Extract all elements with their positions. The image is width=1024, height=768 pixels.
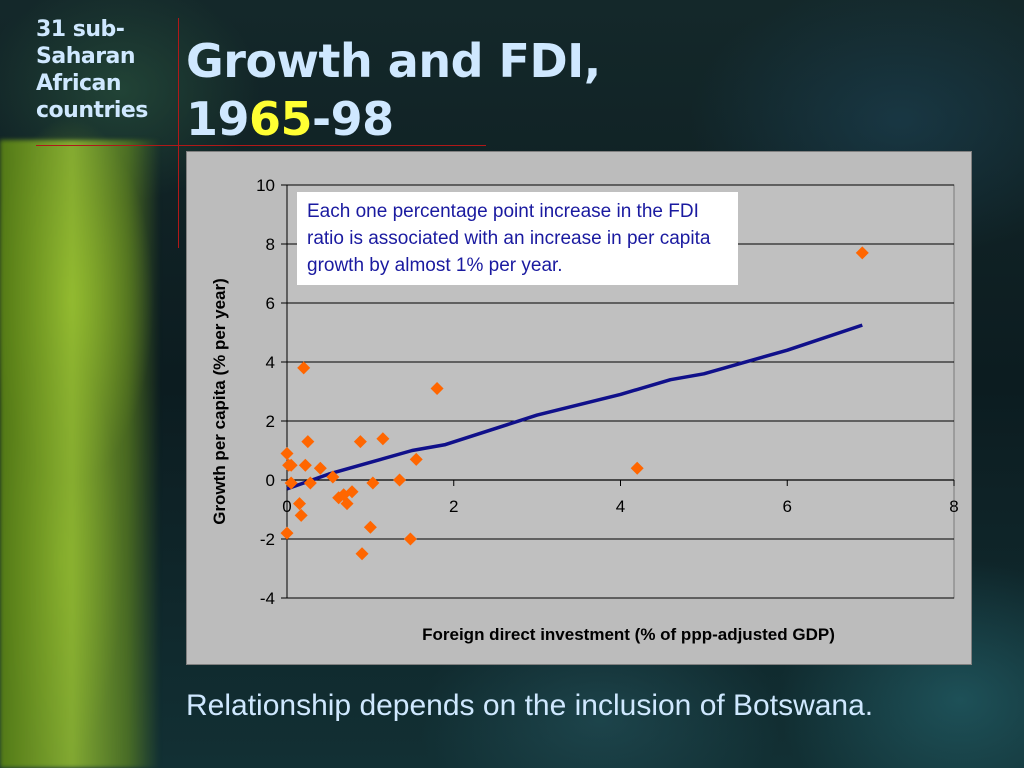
data-point xyxy=(366,476,380,490)
data-point xyxy=(298,458,312,472)
x-tick-label: 6 xyxy=(783,497,792,516)
x-tick-label: 2 xyxy=(449,497,458,516)
data-point xyxy=(409,452,423,466)
slide-caption: Relationship depends on the inclusion of… xyxy=(186,689,874,722)
y-tick-label: 10 xyxy=(256,176,275,195)
slide-title: Growth and FDI, 1965-98 xyxy=(186,32,826,148)
background-green-band xyxy=(0,140,160,768)
y-axis-label: Growth per capita (% per year) xyxy=(210,278,229,525)
title-line-1: Growth and FDI, xyxy=(186,34,601,88)
data-point xyxy=(630,461,644,475)
data-point xyxy=(353,435,367,449)
data-point xyxy=(294,508,308,522)
data-point xyxy=(376,432,390,446)
title-line-2: 1965-98 xyxy=(186,90,826,148)
data-point xyxy=(355,547,369,561)
data-point xyxy=(403,532,417,546)
data-point xyxy=(280,526,294,540)
data-point xyxy=(393,473,407,487)
title-divider-horizontal xyxy=(36,145,486,146)
y-tick-label: 8 xyxy=(266,235,275,254)
x-tick-label: 4 xyxy=(616,497,625,516)
side-label: 31 sub-Saharan African countries xyxy=(36,17,148,123)
data-point xyxy=(301,435,315,449)
data-point xyxy=(345,485,359,499)
title-year-highlight: 65 xyxy=(249,92,313,146)
y-tick-label: 2 xyxy=(266,412,275,431)
data-point xyxy=(284,458,298,472)
data-point xyxy=(293,497,307,511)
data-point xyxy=(297,361,311,375)
trend-line xyxy=(286,323,863,491)
data-point xyxy=(284,476,298,490)
y-tick-label: 0 xyxy=(266,471,275,490)
data-point xyxy=(430,382,444,396)
data-point xyxy=(303,476,317,490)
title-year-end: -98 xyxy=(312,92,394,146)
data-point xyxy=(340,497,354,511)
x-axis-label: Foreign direct investment (% of ppp-adju… xyxy=(422,625,835,644)
data-point xyxy=(313,461,327,475)
title-divider-vertical xyxy=(178,18,179,248)
y-tick-label: 6 xyxy=(266,294,275,313)
data-point xyxy=(363,520,377,534)
chart-annotation: Each one percentage point increase in th… xyxy=(297,192,738,285)
data-point xyxy=(855,246,869,260)
data-point xyxy=(326,470,340,484)
x-tick-label: 8 xyxy=(949,497,958,516)
title-year-a: 19 xyxy=(186,92,250,146)
data-point xyxy=(280,446,294,460)
x-tick-label: 0 xyxy=(282,497,291,516)
y-tick-label: 4 xyxy=(266,353,275,372)
y-tick-label: -2 xyxy=(260,530,275,549)
y-tick-label: -4 xyxy=(260,589,275,608)
chart-frame: -4 -2 0 2 4 6 8 10 0 2 4 6 8 Foreign direct investmen… xyxy=(186,151,972,665)
